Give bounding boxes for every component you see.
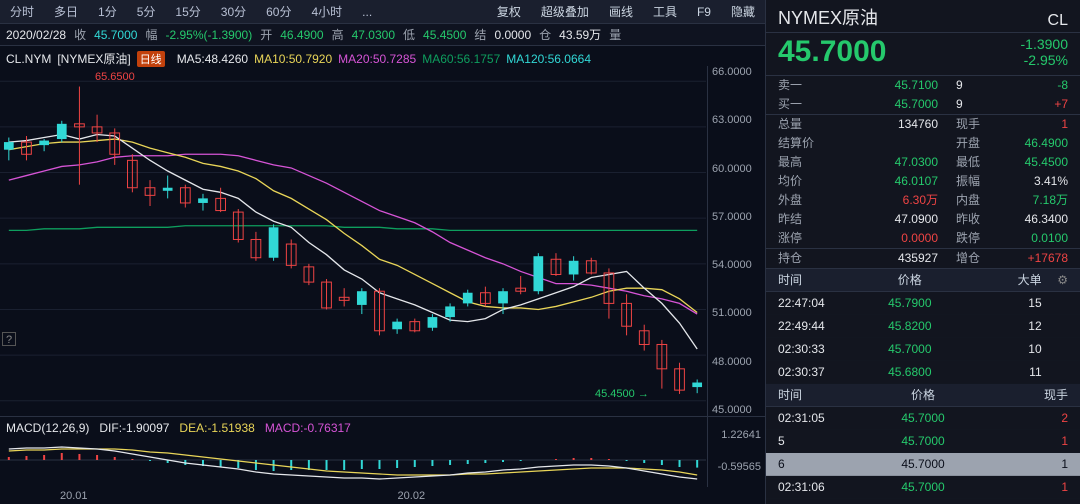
symbol: CL.NYM [6,52,51,66]
ma-value: MA60:56.1757 [422,52,500,66]
toolbar-action[interactable]: 画线 [599,0,643,24]
stats-grid: 总量134760现手1结算价开盘46.4900最高47.0300最低45.450… [766,115,1080,249]
toolbar-action[interactable]: 工具 [643,0,687,24]
trade-date: 2020/02/28 [6,28,66,42]
tick-row[interactable]: 645.70001 [766,453,1080,476]
price-chart[interactable]: CL.NYM [NYMEX原油] 日线 MA5:48.4260 MA10:50.7… [0,46,765,416]
tick-row[interactable]: 02:31:0545.70002 [766,407,1080,430]
instrument-code: CL [1048,12,1068,30]
toolbar-action[interactable]: 复权 [487,0,531,24]
tick-trades-list: 时间 价格 现手 02:31:0545.70002545.70001645.70… [766,384,1080,499]
tick-row[interactable]: 02:30:3345.700010 [766,338,1080,361]
tick-row[interactable]: 02:30:3745.680011 [766,361,1080,384]
tick-row[interactable]: 22:47:0445.790015 [766,292,1080,315]
price-change: -1.3900 -2.95% [1021,36,1068,68]
ma-value: MA20:50.7285 [338,52,416,66]
last-price: 45.7000 [778,35,886,69]
ohlc-infobar: 2020/02/28 收45.7000 幅-2.95%(-1.3900) 开46… [0,24,765,46]
candlestick-svg [0,66,706,416]
bid-ask-grid: 卖一 45.7100 9 -8 买一 45.7000 9 +7 [766,76,1080,115]
oi-row: 持仓 435927 增仓 +17678 [766,249,1080,269]
timeframe-tab[interactable]: 5分 [127,0,166,24]
tick-row[interactable]: 02:31:0645.70001 [766,476,1080,499]
macd-panel[interactable]: MACD(12,26,9) DIF:-1.90097 DEA:-1.51938 … [0,416,765,504]
macd-title: MACD(12,26,9) [6,421,89,435]
timeframe-toolbar: 分时多日1分5分15分30分60分4小时... 复权超级叠加画线工具F9隐藏 [0,0,765,24]
instrument-name: NYMEX原油 [778,4,878,30]
toolbar-action[interactable]: F9 [687,0,721,24]
timeframe-tab[interactable]: ... [352,0,382,24]
timeframe-tab[interactable]: 分时 [0,0,44,24]
toolbar-action[interactable]: 超级叠加 [531,0,599,24]
high-label: 65.6500 [95,71,135,83]
period-tag: 日线 [137,51,165,67]
timeframe-tab[interactable]: 多日 [44,0,88,24]
timeframe-tab[interactable]: 30分 [211,0,256,24]
ma-value: MA10:50.7920 [254,52,332,66]
quote-panel: NYMEX原油 CL 45.7000 -1.3900 -2.95% 卖一 45.… [766,0,1080,504]
symbol-name: [NYMEX原油] [57,50,130,67]
timeframe-tab[interactable]: 4小时 [301,0,352,24]
large-trades-list: 时间 价格 大单 ⚙ 22:47:0445.79001522:49:4445.8… [766,269,1080,384]
help-icon[interactable]: ? [2,332,16,346]
macd-yaxis: 1.22641 -0.59565 [707,417,765,487]
timeframe-tab[interactable]: 60分 [256,0,301,24]
gear-icon[interactable]: ⚙ [1042,271,1068,289]
price-yaxis: 66.000063.000060.000057.000054.000051.00… [707,66,765,416]
ma-value: MA120:56.0664 [506,52,591,66]
chart-xaxis: 20.01 20.02 [0,490,706,502]
low-label: 45.4500 → [595,388,649,400]
toolbar-action[interactable]: 隐藏 [721,0,765,24]
macd-svg [0,435,706,485]
timeframe-tab[interactable]: 1分 [88,0,127,24]
tick-row[interactable]: 22:49:4445.820012 [766,315,1080,338]
tick-row[interactable]: 545.70001 [766,430,1080,453]
ma-value: MA5:48.4260 [177,52,248,66]
timeframe-tab[interactable]: 15分 [165,0,210,24]
